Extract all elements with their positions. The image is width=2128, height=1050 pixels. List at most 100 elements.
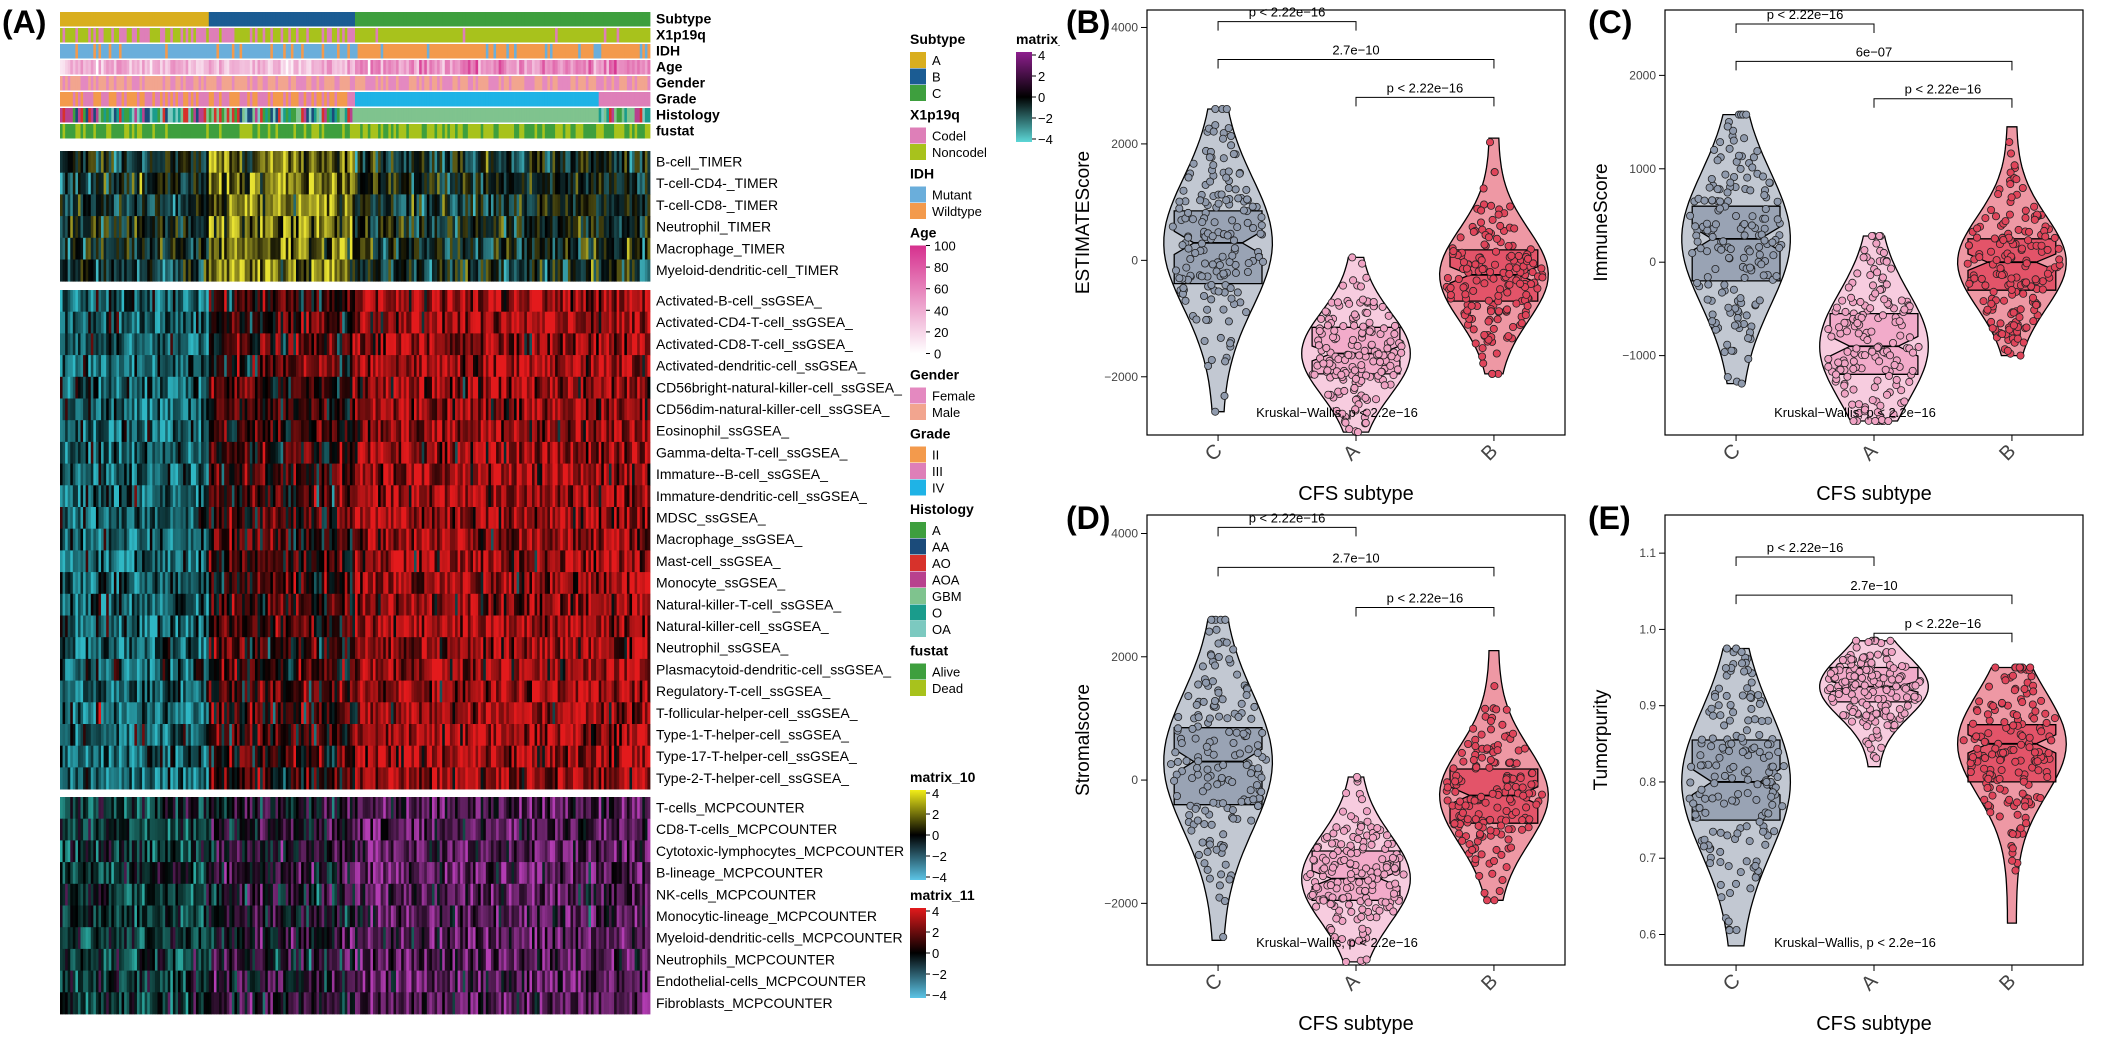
track-cell [83,76,87,91]
heat-cell [160,376,164,399]
track-cell [180,76,184,91]
heat-cell [401,441,405,464]
heat-cell [221,355,225,378]
heat-cell [80,441,84,464]
track-cell [416,60,420,75]
heat-cell [60,333,63,356]
track-cell [347,124,351,139]
track-cell [237,12,240,27]
heat-cell [229,237,233,260]
track-cell [357,76,361,91]
track-cell [616,12,620,27]
heat-cell [416,398,420,421]
heat-cell [372,172,376,195]
heat-cell [575,355,579,378]
heat-cell [532,420,535,443]
track-cell [339,28,343,43]
heat-cell [585,259,589,282]
heat-cell [257,172,261,195]
heat-cell [136,311,140,334]
heat-cell [378,172,382,195]
track-cell [580,60,584,75]
heat-cell [532,311,535,334]
track-cell [224,12,228,27]
track-cell [152,124,156,139]
heat-cell [365,216,369,239]
track-cell [496,12,500,27]
track-cell [614,12,618,27]
track-cell [331,28,335,43]
heat-cell [434,151,438,174]
heat-cell [452,420,456,443]
track-cell [237,108,240,123]
track-cell [298,28,302,43]
heat-cell [239,420,243,443]
heat-cell [606,151,610,174]
track-cell [411,12,415,27]
heat-cell [93,333,97,356]
heat-cell [113,237,117,260]
track-cell [344,124,348,139]
track-cell [452,12,456,27]
track-cell [103,76,107,91]
heat-cell [349,237,353,260]
heat-cell [139,237,143,260]
heat-cell [411,172,415,195]
heat-cell [65,333,69,356]
heat-cell [342,259,346,282]
heat-cell [560,237,564,260]
track-cell [90,44,94,59]
track-cell [347,76,351,91]
heat-cell [585,398,589,421]
heat-cell [162,151,166,174]
heat-cell [157,441,161,464]
heat-cell [416,355,420,378]
annotation-track-age [60,60,651,75]
track-cell [460,108,464,123]
heat-cell [198,216,202,239]
track-cell [521,92,525,107]
track-cell [90,108,94,123]
heat-cell [242,259,246,282]
heat-cell [229,172,233,195]
heat-cell [473,194,476,217]
track-cell [211,28,215,43]
heat-cell [172,194,176,217]
track-cell [467,12,471,27]
heat-cell [611,333,615,356]
heat-cell [521,376,525,399]
heat-cell [419,290,423,313]
heat-cell [280,151,284,174]
track-cell [570,92,574,107]
track-cell [529,108,533,123]
heat-cell [519,398,523,421]
track-cell [306,124,310,139]
heat-cell [190,333,194,356]
heat-cell [308,420,312,443]
track-cell [580,28,584,43]
heat-cell [80,237,84,260]
heat-cell [95,376,99,399]
heat-cell [329,151,333,174]
track-cell [178,92,181,107]
heat-cell [252,172,256,195]
heat-cell [478,420,482,443]
heat-cell [316,376,320,399]
heat-cell [67,420,71,443]
heat-cell [237,216,240,239]
track-cell [516,12,520,27]
heat-cell [493,237,497,260]
track-cell [195,76,199,91]
heat-cell [521,237,525,260]
track-cell [560,76,564,91]
heat-cell [539,398,543,421]
heat-cell [101,290,105,313]
track-cell [226,92,230,107]
track-cell [421,44,425,59]
track-cell [249,124,253,139]
track-cell [411,44,415,59]
track-cell [326,124,330,139]
heat-cell [603,398,607,421]
heat-cell [367,441,371,464]
heat-cell [121,420,125,443]
